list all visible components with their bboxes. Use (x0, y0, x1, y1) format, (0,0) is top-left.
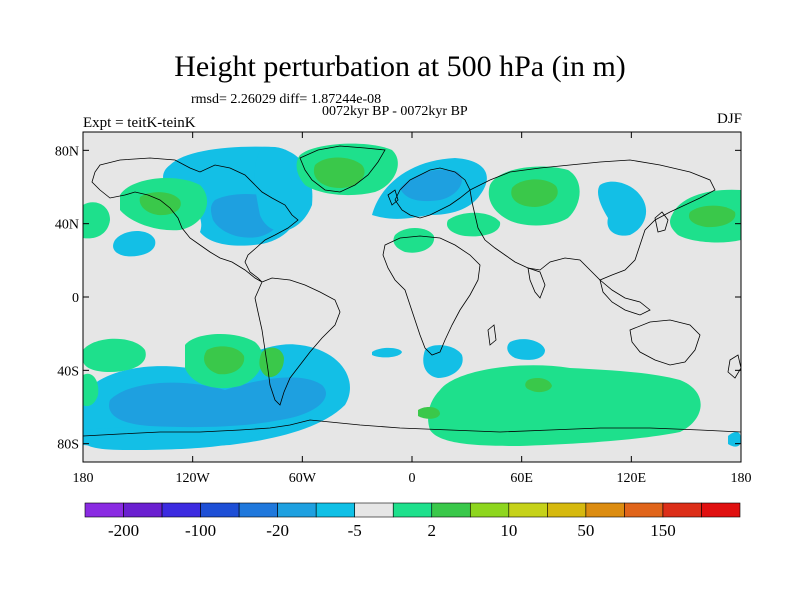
contour-region-north-pacific-core (688, 205, 736, 228)
colorbar-swatch (200, 502, 240, 518)
contour-region-middle-east (446, 212, 501, 237)
colorbar-label: -20 (266, 521, 289, 540)
colorbar-swatch (354, 502, 394, 518)
coast-uk (387, 189, 399, 206)
map-title: Height perturbation at 500 hPa (in m) (174, 50, 626, 83)
lon-tick-label: 0 (409, 471, 416, 486)
contour-region-antarctica-west (83, 427, 260, 450)
coast-greenland (299, 145, 386, 193)
colorbar-swatch (277, 502, 317, 518)
coast-asia (469, 159, 716, 281)
season-label: DJF (716, 111, 742, 127)
colorbar-label: -100 (185, 521, 216, 540)
coastlines (83, 145, 741, 437)
contour-region-greenland-core (313, 157, 365, 188)
coast-antarctica (83, 419, 741, 437)
contour-region-mediterranean (393, 227, 435, 253)
colorbar-label: 10 (500, 521, 517, 540)
coast-south-america (254, 277, 341, 406)
contour-region-far-east-small (728, 431, 741, 447)
colorbar: -200 -100 -20 -5 2 10 50 150 (84, 502, 741, 540)
colorbar-label: 2 (428, 521, 437, 540)
lat-tick-label: 0 (72, 291, 79, 306)
contour-region-southern-ocean-indian (428, 365, 701, 446)
coast-southeast-asia (599, 278, 651, 316)
contour-region-southern-ocean-core-2 (418, 406, 440, 419)
contour-region-south-atlantic-small (372, 347, 402, 358)
coast-japan (654, 211, 669, 233)
lon-tick-label: 60E (510, 471, 533, 486)
colorbar-swatch (238, 502, 278, 518)
contour-region-southeast-pacific (83, 338, 146, 372)
latitude-axis: 80N 40N 0 40S 80S (55, 144, 741, 453)
colorbar-label: 50 (577, 521, 594, 540)
lat-tick-label: 40N (55, 218, 79, 233)
colorbar-swatch (431, 502, 471, 518)
coast-india (527, 267, 546, 299)
lon-tick-label: 60W (289, 471, 317, 486)
colorbar-swatch (469, 502, 510, 518)
contour-region-west-pacific-edge (83, 202, 110, 239)
colorbar-swatch (624, 502, 664, 518)
contour-fills (83, 143, 741, 450)
lat-tick-label: 80N (55, 144, 79, 159)
colorbar-swatch (392, 502, 433, 518)
experiment-label: Expt = teitK-teinK (83, 115, 196, 131)
coast-africa (382, 235, 481, 356)
longitude-axis: 180 120W 60W 0 60E 120E 180 (73, 132, 752, 486)
rmsd-diff-stats: rmsd= 2.26029 diff= 1.87244e-08 (191, 92, 382, 107)
coast-north-america (91, 157, 299, 283)
colorbar-swatch (701, 502, 741, 518)
lon-tick-label: 120E (617, 471, 647, 486)
contour-region-siberia-core (511, 179, 558, 207)
lon-tick-label: 180 (731, 471, 752, 486)
lon-tick-label: 180 (73, 471, 94, 486)
colorbar-swatch (585, 502, 625, 518)
lon-tick-label: 120W (176, 471, 211, 486)
colorbar-label: 150 (650, 521, 676, 540)
contour-region-east-asia (597, 181, 647, 236)
colorbar-swatch (315, 502, 356, 518)
contour-region-south-west-pacific-edge (83, 373, 99, 407)
contour-region-alaska-core (139, 192, 181, 216)
lat-tick-label: 40S (57, 364, 79, 379)
contour-region-south-indian (507, 339, 545, 360)
colorbar-swatch (508, 502, 548, 518)
colorbar-label: -200 (108, 521, 139, 540)
colorbar-swatch (123, 502, 163, 518)
coast-australia (629, 319, 701, 366)
colorbar-swatch (662, 502, 702, 518)
colorbar-swatch (547, 502, 587, 518)
period-label: 0072kyr BP - 0072kyr BP (322, 104, 468, 119)
contour-region-south-pacific-core (204, 346, 245, 375)
coast-new-zealand (727, 354, 741, 379)
colorbar-swatch (84, 502, 124, 518)
lat-tick-label: 80S (57, 438, 79, 453)
coast-madagascar (487, 324, 497, 346)
contour-region-pacific-small (113, 231, 156, 257)
contour-region-south-atlantic (423, 345, 463, 378)
colorbar-swatch (161, 502, 201, 518)
contour-region-southern-ocean-core-1 (525, 378, 552, 393)
colorbar-label: -5 (348, 521, 362, 540)
